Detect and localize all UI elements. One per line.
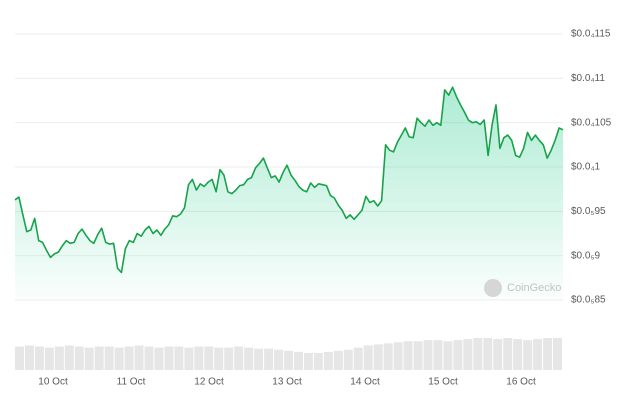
volume-bar — [94, 346, 104, 370]
volume-bar — [363, 345, 373, 370]
volume-bar — [15, 346, 24, 370]
volume-bar — [134, 345, 144, 370]
watermark-logo — [484, 279, 502, 297]
y-tick-label: $0.0₅9 — [571, 250, 600, 261]
volume-bar — [104, 346, 114, 370]
x-tick-label: 13 Oct — [272, 377, 302, 388]
volume-bar — [343, 349, 353, 370]
volume-bar — [154, 347, 164, 370]
volume-bar — [224, 347, 234, 370]
volume-bar — [293, 351, 303, 370]
volume-bar — [413, 341, 423, 370]
watermark: CoinGecko — [484, 279, 561, 297]
volume-bar — [254, 348, 264, 370]
y-tick-label: $0.0₄11 — [571, 73, 605, 84]
volume-bar — [323, 351, 333, 370]
volume-bar — [244, 347, 254, 370]
y-tick-label: $0.0₅95 — [571, 206, 606, 217]
volume-bar — [204, 346, 214, 370]
x-tick-label: 10 Oct — [38, 377, 68, 388]
y-tick-label: $0.0₄115 — [571, 29, 611, 40]
volume-bar — [174, 346, 184, 370]
volume-bar — [214, 347, 224, 370]
volume-bar — [543, 338, 553, 370]
volume-bar — [124, 346, 134, 370]
volume-bar — [533, 339, 543, 370]
volume-bar — [383, 343, 393, 370]
volume-bar — [433, 340, 443, 370]
volume-bar — [463, 339, 473, 370]
volume-bar — [313, 352, 323, 370]
y-tick-label: $0.0₄105 — [571, 117, 612, 128]
volume-bar — [523, 340, 533, 370]
volume-bar — [553, 338, 562, 370]
volume-bar — [64, 345, 74, 370]
x-tick-label: 12 Oct — [194, 377, 224, 388]
x-tick-label: 14 Oct — [350, 377, 380, 388]
watermark-text: CoinGecko — [507, 282, 561, 294]
volume-bar — [373, 344, 383, 370]
volume-bar — [303, 352, 313, 370]
volume-bar — [403, 341, 413, 370]
volume-bar — [44, 347, 54, 370]
volume-bar — [353, 347, 363, 370]
volume-bar — [114, 347, 124, 370]
y-tick-label: $0.0₅85 — [571, 295, 606, 306]
volume-bar — [423, 340, 433, 370]
price-line — [14, 86, 564, 274]
volume-bar — [234, 346, 244, 370]
volume-bar — [144, 346, 154, 370]
volume-bar — [74, 346, 84, 370]
volume-bar — [34, 346, 44, 370]
volume-bar — [443, 341, 453, 370]
volume-bar — [194, 346, 204, 370]
volume-bar — [493, 339, 503, 370]
volume-bar — [483, 338, 493, 370]
volume-bar — [24, 345, 34, 370]
volume-bar — [164, 346, 174, 370]
y-tick-label: $0.0₄1 — [571, 162, 601, 173]
volume-bar — [84, 347, 94, 370]
volume-bar — [393, 342, 403, 370]
x-tick-label: 15 Oct — [428, 377, 458, 388]
volume-bar — [333, 350, 343, 370]
volume-bar — [274, 349, 284, 370]
area-fill — [15, 87, 563, 300]
volume-bar — [184, 347, 194, 370]
x-tick-label: 16 Oct — [506, 377, 536, 388]
volume-bar — [264, 348, 274, 370]
volume-bar — [54, 346, 64, 370]
volume-bar — [513, 339, 523, 370]
x-tick-label: 11 Oct — [117, 377, 146, 388]
volume-bar — [503, 338, 513, 370]
volume-bar — [473, 338, 483, 370]
volume-bar — [284, 350, 293, 370]
volume-bar — [453, 340, 463, 370]
